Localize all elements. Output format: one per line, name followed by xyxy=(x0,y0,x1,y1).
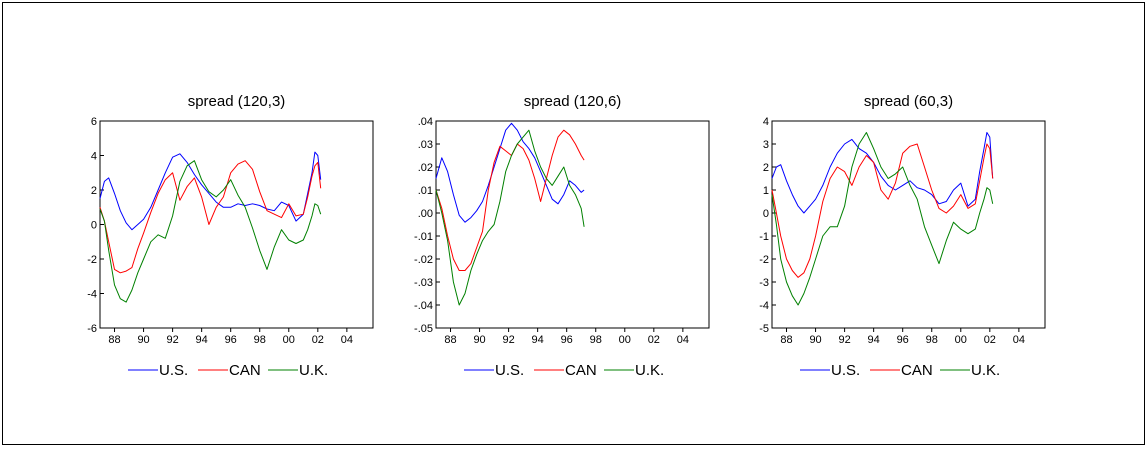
y-tick-label: -.03 xyxy=(414,277,433,289)
y-tick-label: 2 xyxy=(91,185,97,197)
series-line-us xyxy=(435,122,585,223)
chart-panel-2: spread (120,6) -.05 -.04 -.03 -.02 -.01 .00 .01… xyxy=(414,93,710,379)
series-line-can xyxy=(771,143,994,278)
x-tick-label: 00 xyxy=(955,334,967,346)
y-tick-label: 6 xyxy=(91,116,97,128)
x-tick-label: 94 xyxy=(532,334,544,346)
y-tick-label: 0 xyxy=(91,220,97,232)
x-tick-label: 88 xyxy=(780,334,792,346)
legend-label: U.S. xyxy=(159,362,188,379)
x-tick-label: 94 xyxy=(868,334,880,346)
legend-label: U.S. xyxy=(495,362,524,379)
x-tick-label: 88 xyxy=(108,334,120,346)
x-tick-label: 96 xyxy=(225,334,237,346)
y-tick-label: -3 xyxy=(759,277,769,289)
x-tick-label: 90 xyxy=(473,334,485,346)
y-tick-label: 1 xyxy=(763,185,769,197)
y-tick-label: .02 xyxy=(418,162,433,174)
y-tick-label: 2 xyxy=(763,162,769,174)
legend-label: CAN xyxy=(901,362,933,379)
series-line-can xyxy=(435,129,585,271)
x-tick-label: 92 xyxy=(502,334,514,346)
x-tick-label: 98 xyxy=(254,334,266,346)
legend-label: U.K. xyxy=(299,362,328,379)
x-tick-label: 96 xyxy=(561,334,573,346)
x-tick-label: 96 xyxy=(897,334,909,346)
x-tick-label: 02 xyxy=(648,334,660,346)
x-tick-label: 90 xyxy=(809,334,821,346)
x-tick-label: 94 xyxy=(196,334,208,346)
series-line-uk xyxy=(771,132,994,306)
y-tick-label: -6 xyxy=(87,323,97,335)
legend-label: U.K. xyxy=(635,362,664,379)
y-tick-label: .04 xyxy=(418,116,433,128)
y-tick-label: 3 xyxy=(763,139,769,151)
figure-frame: spread (120,3) -6 -4 -2 0 2 4 6 88 90 92 94 96 98 00 02… xyxy=(2,2,1145,445)
plot-area-frame xyxy=(771,120,1046,329)
chart-title: spread (120,6) xyxy=(524,93,622,110)
legend-label: U.K. xyxy=(971,362,1000,379)
y-tick-label: -.01 xyxy=(414,231,433,243)
series-line-uk xyxy=(99,160,322,303)
chart-title: spread (60,3) xyxy=(864,93,953,110)
chart-panel-3: spread (60,3) -5 -4 -3 -2 -1 0 1 2 3 4 88 90 92 94 96 98… xyxy=(759,93,1046,379)
y-tick-label: .00 xyxy=(418,208,433,220)
x-tick-label: 00 xyxy=(283,334,295,346)
y-tick-label: -4 xyxy=(87,289,97,301)
x-tick-label: 02 xyxy=(312,334,324,346)
x-tick-label: 88 xyxy=(444,334,456,346)
x-tick-label: 92 xyxy=(166,334,178,346)
y-tick-label: -.02 xyxy=(414,254,433,266)
x-tick-label: 02 xyxy=(984,334,996,346)
y-tick-label: -2 xyxy=(87,254,97,266)
y-tick-label: .01 xyxy=(418,185,433,197)
y-tick-label: 4 xyxy=(91,151,97,163)
y-tick-label: -2 xyxy=(759,254,769,266)
series-line-uk xyxy=(435,129,585,306)
x-tick-label: 00 xyxy=(619,334,631,346)
y-tick-label: -.04 xyxy=(414,300,433,312)
legend-label: CAN xyxy=(229,362,261,379)
plot-area-frame xyxy=(99,120,374,329)
x-tick-label: 04 xyxy=(341,334,353,346)
series-line-us xyxy=(99,151,322,231)
y-tick-label: 4 xyxy=(763,116,769,128)
series-line-us xyxy=(771,132,994,214)
x-tick-label: 98 xyxy=(590,334,602,346)
series-line-can xyxy=(99,160,322,274)
legend-label: CAN xyxy=(565,362,597,379)
x-tick-label: 92 xyxy=(838,334,850,346)
legend-label: U.S. xyxy=(831,362,860,379)
x-tick-label: 90 xyxy=(137,334,149,346)
chart-title: spread (120,3) xyxy=(188,93,286,110)
plot-area-frame xyxy=(435,120,710,329)
y-tick-label: -.05 xyxy=(414,323,433,335)
x-tick-label: 04 xyxy=(677,334,689,346)
y-tick-label: .03 xyxy=(418,139,433,151)
y-tick-label: -4 xyxy=(759,300,769,312)
y-tick-label: -5 xyxy=(759,323,769,335)
y-tick-label: -1 xyxy=(759,231,769,243)
x-tick-label: 04 xyxy=(1013,334,1025,346)
y-tick-label: 0 xyxy=(763,208,769,220)
x-tick-label: 98 xyxy=(926,334,938,346)
